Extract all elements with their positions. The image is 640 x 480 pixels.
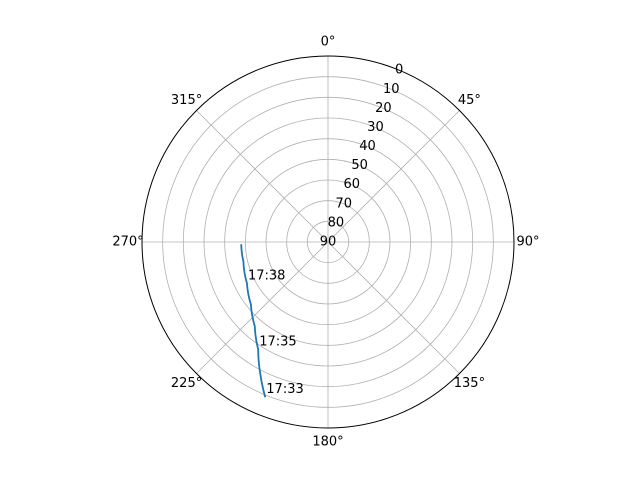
theta-tick-label: 0° — [321, 35, 336, 50]
theta-tick-label: 45° — [458, 93, 481, 108]
theta-gridline-7 — [196, 110, 329, 243]
r-tick-label: 90 — [320, 235, 337, 250]
r-tick-label: 20 — [375, 101, 392, 116]
theta-gridline-3 — [327, 241, 460, 374]
polar-frame — [141, 55, 515, 429]
r-gridline-2 — [182, 96, 474, 388]
theta-gridline-5 — [196, 241, 329, 374]
r-tick-label: 40 — [359, 139, 376, 154]
r-tick-label: 0 — [395, 63, 403, 78]
time-annotation: 17:38 — [248, 268, 285, 283]
r-gridline-7 — [286, 200, 370, 284]
theta-tick-label: 180° — [312, 435, 343, 450]
r-gridline-5 — [244, 158, 412, 326]
time-annotation: 17:33 — [266, 382, 303, 397]
r-tick-label: 10 — [383, 82, 400, 97]
r-tick-label: 60 — [343, 177, 360, 192]
r-tick-label: 70 — [336, 196, 353, 211]
r-gridline-3 — [203, 117, 453, 367]
theta-tick-label: 90° — [516, 235, 539, 250]
r-gridline-8 — [306, 220, 350, 264]
r-tick-label: 30 — [367, 120, 384, 135]
theta-gridline-1 — [327, 110, 460, 243]
r-gridline-6 — [265, 179, 391, 305]
r-tick-label: 50 — [351, 158, 368, 173]
theta-tick-label: 135° — [454, 376, 485, 391]
theta-tick-label: 225° — [171, 376, 202, 391]
r-gridline-4 — [224, 138, 432, 346]
theta-tick-label: 270° — [112, 235, 143, 250]
time-annotation: 17:35 — [259, 334, 296, 349]
theta-tick-label: 315° — [171, 93, 202, 108]
series-line — [240, 244, 267, 398]
r-gridline-1 — [162, 76, 494, 408]
r-tick-label: 80 — [328, 215, 345, 230]
